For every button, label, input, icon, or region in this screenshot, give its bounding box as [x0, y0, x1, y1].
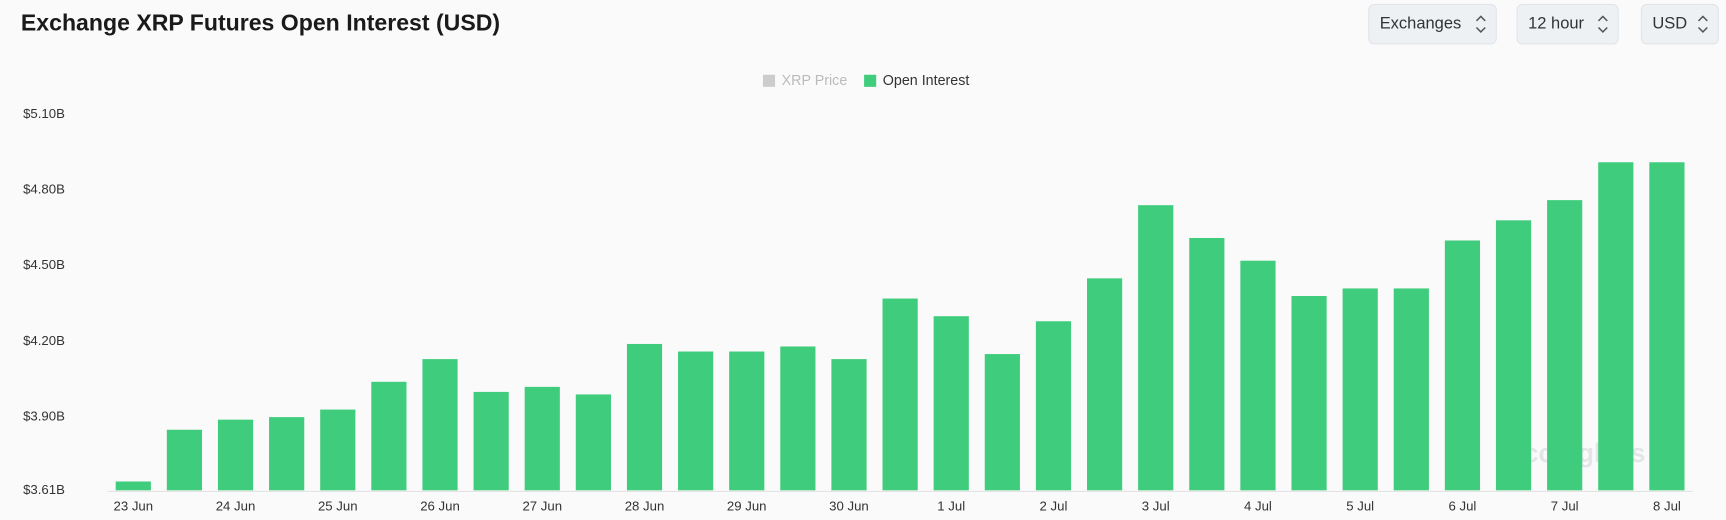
chart-title: Exchange XRP Futures Open Interest (USD): [21, 9, 500, 35]
legend-swatch: [864, 74, 877, 87]
x-tick-label: 24 Jun: [216, 498, 256, 513]
bar: [626, 343, 663, 491]
bar: [422, 359, 458, 491]
dropdown[interactable]: 12 hour: [1516, 3, 1619, 45]
x-tick-label: 6 Jul: [1448, 498, 1476, 513]
bar: [1189, 237, 1225, 491]
controls: Exchanges 12 hour USD: [1368, 3, 1719, 45]
bar: [217, 419, 254, 491]
y-tick-label: $4.20B: [23, 333, 65, 348]
dropdown[interactable]: Exchanges: [1368, 3, 1497, 45]
legend-swatch: [762, 74, 776, 87]
bar: [1495, 220, 1532, 491]
x-tick-label: 5 Jul: [1346, 498, 1374, 513]
dropdown-box: [1516, 3, 1619, 45]
dropdown-label: USD: [1652, 15, 1687, 33]
y-tick-label: $3.90B: [23, 409, 65, 424]
legend-label: XRP Price: [782, 73, 848, 89]
x-tick-label: 3 Jul: [1142, 498, 1170, 513]
bar: [1342, 288, 1378, 491]
bar: [984, 354, 1020, 491]
y-tick-label: $4.80B: [23, 182, 65, 197]
bar: [1291, 296, 1327, 491]
x-tick-label: 26 Jun: [420, 498, 460, 513]
bar: [473, 391, 509, 491]
dropdown-label: 12 hour: [1528, 15, 1584, 33]
bar: [729, 351, 765, 491]
bar: [1393, 288, 1429, 491]
bar: [1649, 162, 1685, 491]
x-tick-label: 28 Jun: [625, 498, 665, 513]
y-tick-label: $5.10B: [23, 106, 65, 121]
bar: [1598, 162, 1634, 491]
x-tick-label: 7 Jul: [1551, 498, 1579, 513]
bar: [269, 417, 305, 491]
x-tick-label: 2 Jul: [1040, 498, 1068, 513]
x-tick-label: 29 Jun: [727, 498, 767, 513]
legend: XRP Price Open Interest: [762, 73, 970, 89]
bar: [780, 346, 816, 491]
bar: [320, 409, 356, 491]
bar: [1547, 200, 1583, 491]
bar: [882, 298, 918, 491]
bar: [1444, 240, 1481, 491]
bar: [1086, 278, 1123, 491]
y-tick-label: $3.61B: [23, 482, 65, 497]
plot: $3.61B$3.90B$4.20B$4.50B$4.80B$5.10Bcoin…: [23, 106, 1693, 513]
x-tick-label: 8 Jul: [1653, 498, 1681, 513]
bar: [678, 351, 714, 491]
bar: [1138, 205, 1174, 491]
dropdown-chevron: [1697, 15, 1708, 33]
bar: [524, 386, 560, 491]
bar: [1240, 260, 1276, 491]
x-tick-label: 4 Jul: [1244, 498, 1272, 513]
bar: [575, 394, 611, 491]
x-tick-label: 27 Jun: [522, 498, 562, 513]
x-tick-label: 1 Jul: [937, 498, 965, 513]
dropdown[interactable]: USD: [1640, 3, 1719, 45]
y-tick-label: $4.50B: [23, 257, 65, 272]
x-tick-label: 23 Jun: [113, 498, 153, 513]
bar: [115, 481, 151, 491]
bar: [166, 429, 203, 491]
legend-label: Open Interest: [883, 73, 970, 89]
bar: [933, 316, 969, 491]
bar: [831, 359, 867, 491]
x-tick-label: 25 Jun: [318, 498, 358, 513]
dropdown-label: Exchanges: [1380, 15, 1462, 33]
x-tick-label: 30 Jun: [829, 498, 869, 513]
dropdown-box: [1640, 3, 1719, 45]
dropdown-box: [1368, 3, 1497, 45]
dropdown-chevron: [1475, 15, 1486, 33]
bar: [1035, 321, 1072, 491]
bar: [371, 381, 407, 491]
dropdown-chevron: [1597, 15, 1608, 33]
